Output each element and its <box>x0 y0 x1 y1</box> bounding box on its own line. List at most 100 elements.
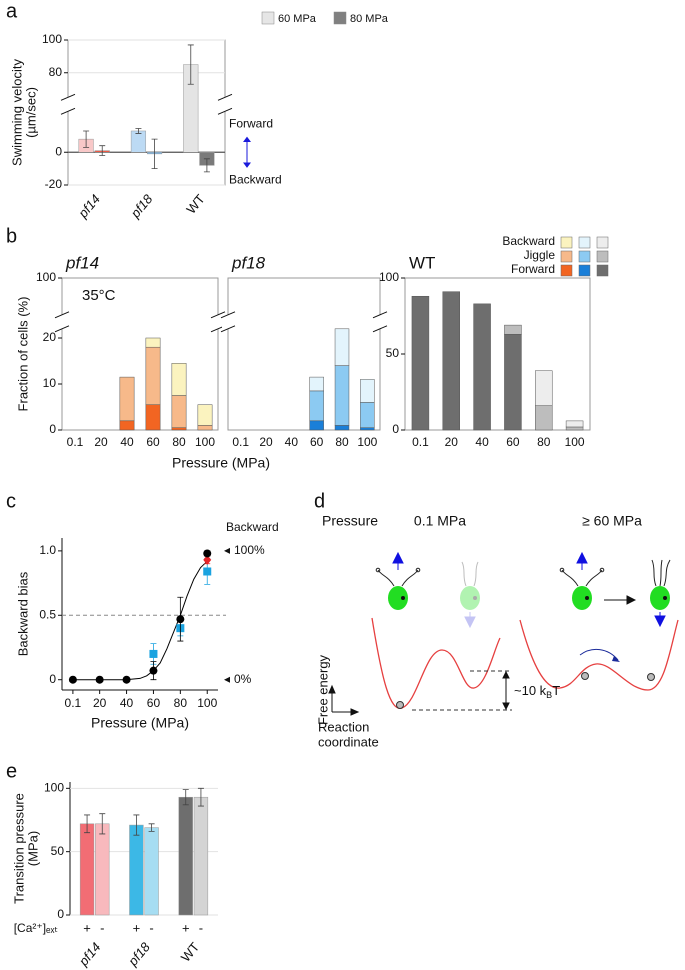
plot-frame <box>227 277 381 431</box>
legend-label: Forward <box>511 262 555 276</box>
energy-axes <box>328 684 360 716</box>
x-tick-label: 60 <box>146 435 160 449</box>
y-tick-label: 100 <box>36 270 56 284</box>
x-tick-label: 100 <box>195 435 215 449</box>
bar <box>193 796 209 916</box>
y-axis-label: (µm/sec) <box>23 87 38 138</box>
legend-swatch <box>578 236 591 249</box>
x-tick-label: 0.1 <box>67 435 84 449</box>
axis-break <box>212 314 224 329</box>
y-tick-label: 100 <box>44 781 64 795</box>
legend-swatch <box>560 250 573 263</box>
y-axis-label: Backward bias <box>15 571 30 656</box>
x-tick-label: 80 <box>335 435 349 449</box>
direction-arrow <box>243 136 251 168</box>
fit-line <box>72 560 208 681</box>
x-tick-label: pf18 <box>125 939 154 969</box>
chart-title: pf18 <box>231 253 266 272</box>
point <box>149 649 158 658</box>
y-tick-label: 100 <box>42 32 62 46</box>
energy-label: ~10 kBT <box>514 683 560 700</box>
error-bar <box>197 787 204 807</box>
legend-label: 80 MPa <box>350 13 389 25</box>
x-tick-label: 20 <box>93 696 107 710</box>
axis-break <box>372 311 388 333</box>
legend-swatch <box>578 250 591 263</box>
bar-label: + <box>133 920 141 935</box>
bar-segment <box>309 376 324 392</box>
legend-label: Backward <box>502 234 555 248</box>
y-tick-label: 80 <box>49 65 63 79</box>
bar-label: - <box>149 920 153 935</box>
panel-label: b <box>6 225 17 247</box>
x-tick-label: pf14 <box>75 939 103 969</box>
energy-arrow <box>502 670 510 711</box>
bar-segment <box>119 420 135 431</box>
error-bar <box>148 823 155 832</box>
bar-segment <box>119 376 135 422</box>
bar-segment <box>334 328 350 366</box>
cell <box>650 559 671 628</box>
point <box>203 567 212 576</box>
energy-text: T <box>552 683 560 698</box>
error-bar <box>182 789 189 806</box>
error-bar <box>99 813 106 835</box>
x-tick-label: 0.1 <box>412 435 429 449</box>
diagram-label: 0.1 MPa <box>414 513 466 529</box>
legend-swatch <box>596 264 609 277</box>
bar-segment <box>565 426 584 431</box>
plot-frame <box>61 277 219 431</box>
bar-segment <box>145 346 161 405</box>
x-tick-label: 80 <box>172 435 186 449</box>
cell <box>559 551 637 610</box>
legend-swatch <box>560 264 573 277</box>
error-bar <box>135 128 142 134</box>
x-tick-label: 0.1 <box>232 435 249 449</box>
bar <box>129 824 144 916</box>
energy-text: B <box>546 690 552 700</box>
x-tick-label: pf18 <box>127 191 156 221</box>
y-tick-label: 50 <box>51 844 65 858</box>
x-tick-label: 20 <box>94 435 108 449</box>
x-tick-label: WT <box>183 191 208 216</box>
legend-swatch <box>596 250 609 263</box>
y-tick-label: 100 <box>379 270 399 284</box>
transition-arrow <box>579 648 619 661</box>
bar-segment <box>334 425 350 431</box>
y-axis-label: Swimming velocity <box>9 59 24 166</box>
bar-label: - <box>199 920 203 935</box>
x-tick-label: 100 <box>197 696 217 710</box>
diagram: Pressure 0.1 MPa ≥ 60 MPa <box>315 513 679 749</box>
x-axis-label: Pressure (MPa) <box>172 455 270 471</box>
y-axis-label: Fraction of cells (%) <box>15 297 30 412</box>
axis-label: coordinate <box>318 734 379 749</box>
x-tick-label: 40 <box>285 435 299 449</box>
energy-curve <box>371 617 501 709</box>
energy-text: ~10 k <box>514 683 547 698</box>
legend-swatch <box>578 264 591 277</box>
legend-label: 60 MPa <box>278 13 317 25</box>
annotation: Backward <box>229 172 282 186</box>
error-bar <box>133 814 140 836</box>
bar-segment <box>197 404 213 426</box>
x-tick-label: pf14 <box>75 191 103 221</box>
legend-swatch <box>333 11 347 25</box>
y-tick-label: 0 <box>57 907 64 921</box>
bar-segment <box>535 405 553 431</box>
point <box>68 675 77 684</box>
bar-segment <box>411 295 430 431</box>
bar-segment <box>145 404 161 431</box>
y2-tick <box>224 676 230 683</box>
bar <box>178 796 193 916</box>
panel-label: a <box>6 0 18 22</box>
panel-label: d <box>314 490 325 512</box>
y-tick-label: 10 <box>43 376 57 390</box>
bar-segment <box>171 363 187 396</box>
axis-break <box>56 314 68 329</box>
y-tick-label: 1.0 <box>39 543 56 557</box>
x-tick-label: 60 <box>310 435 324 449</box>
y-tick-label: 0 <box>49 422 56 436</box>
point <box>203 554 212 565</box>
cell-faded <box>460 561 480 629</box>
point <box>176 615 185 624</box>
